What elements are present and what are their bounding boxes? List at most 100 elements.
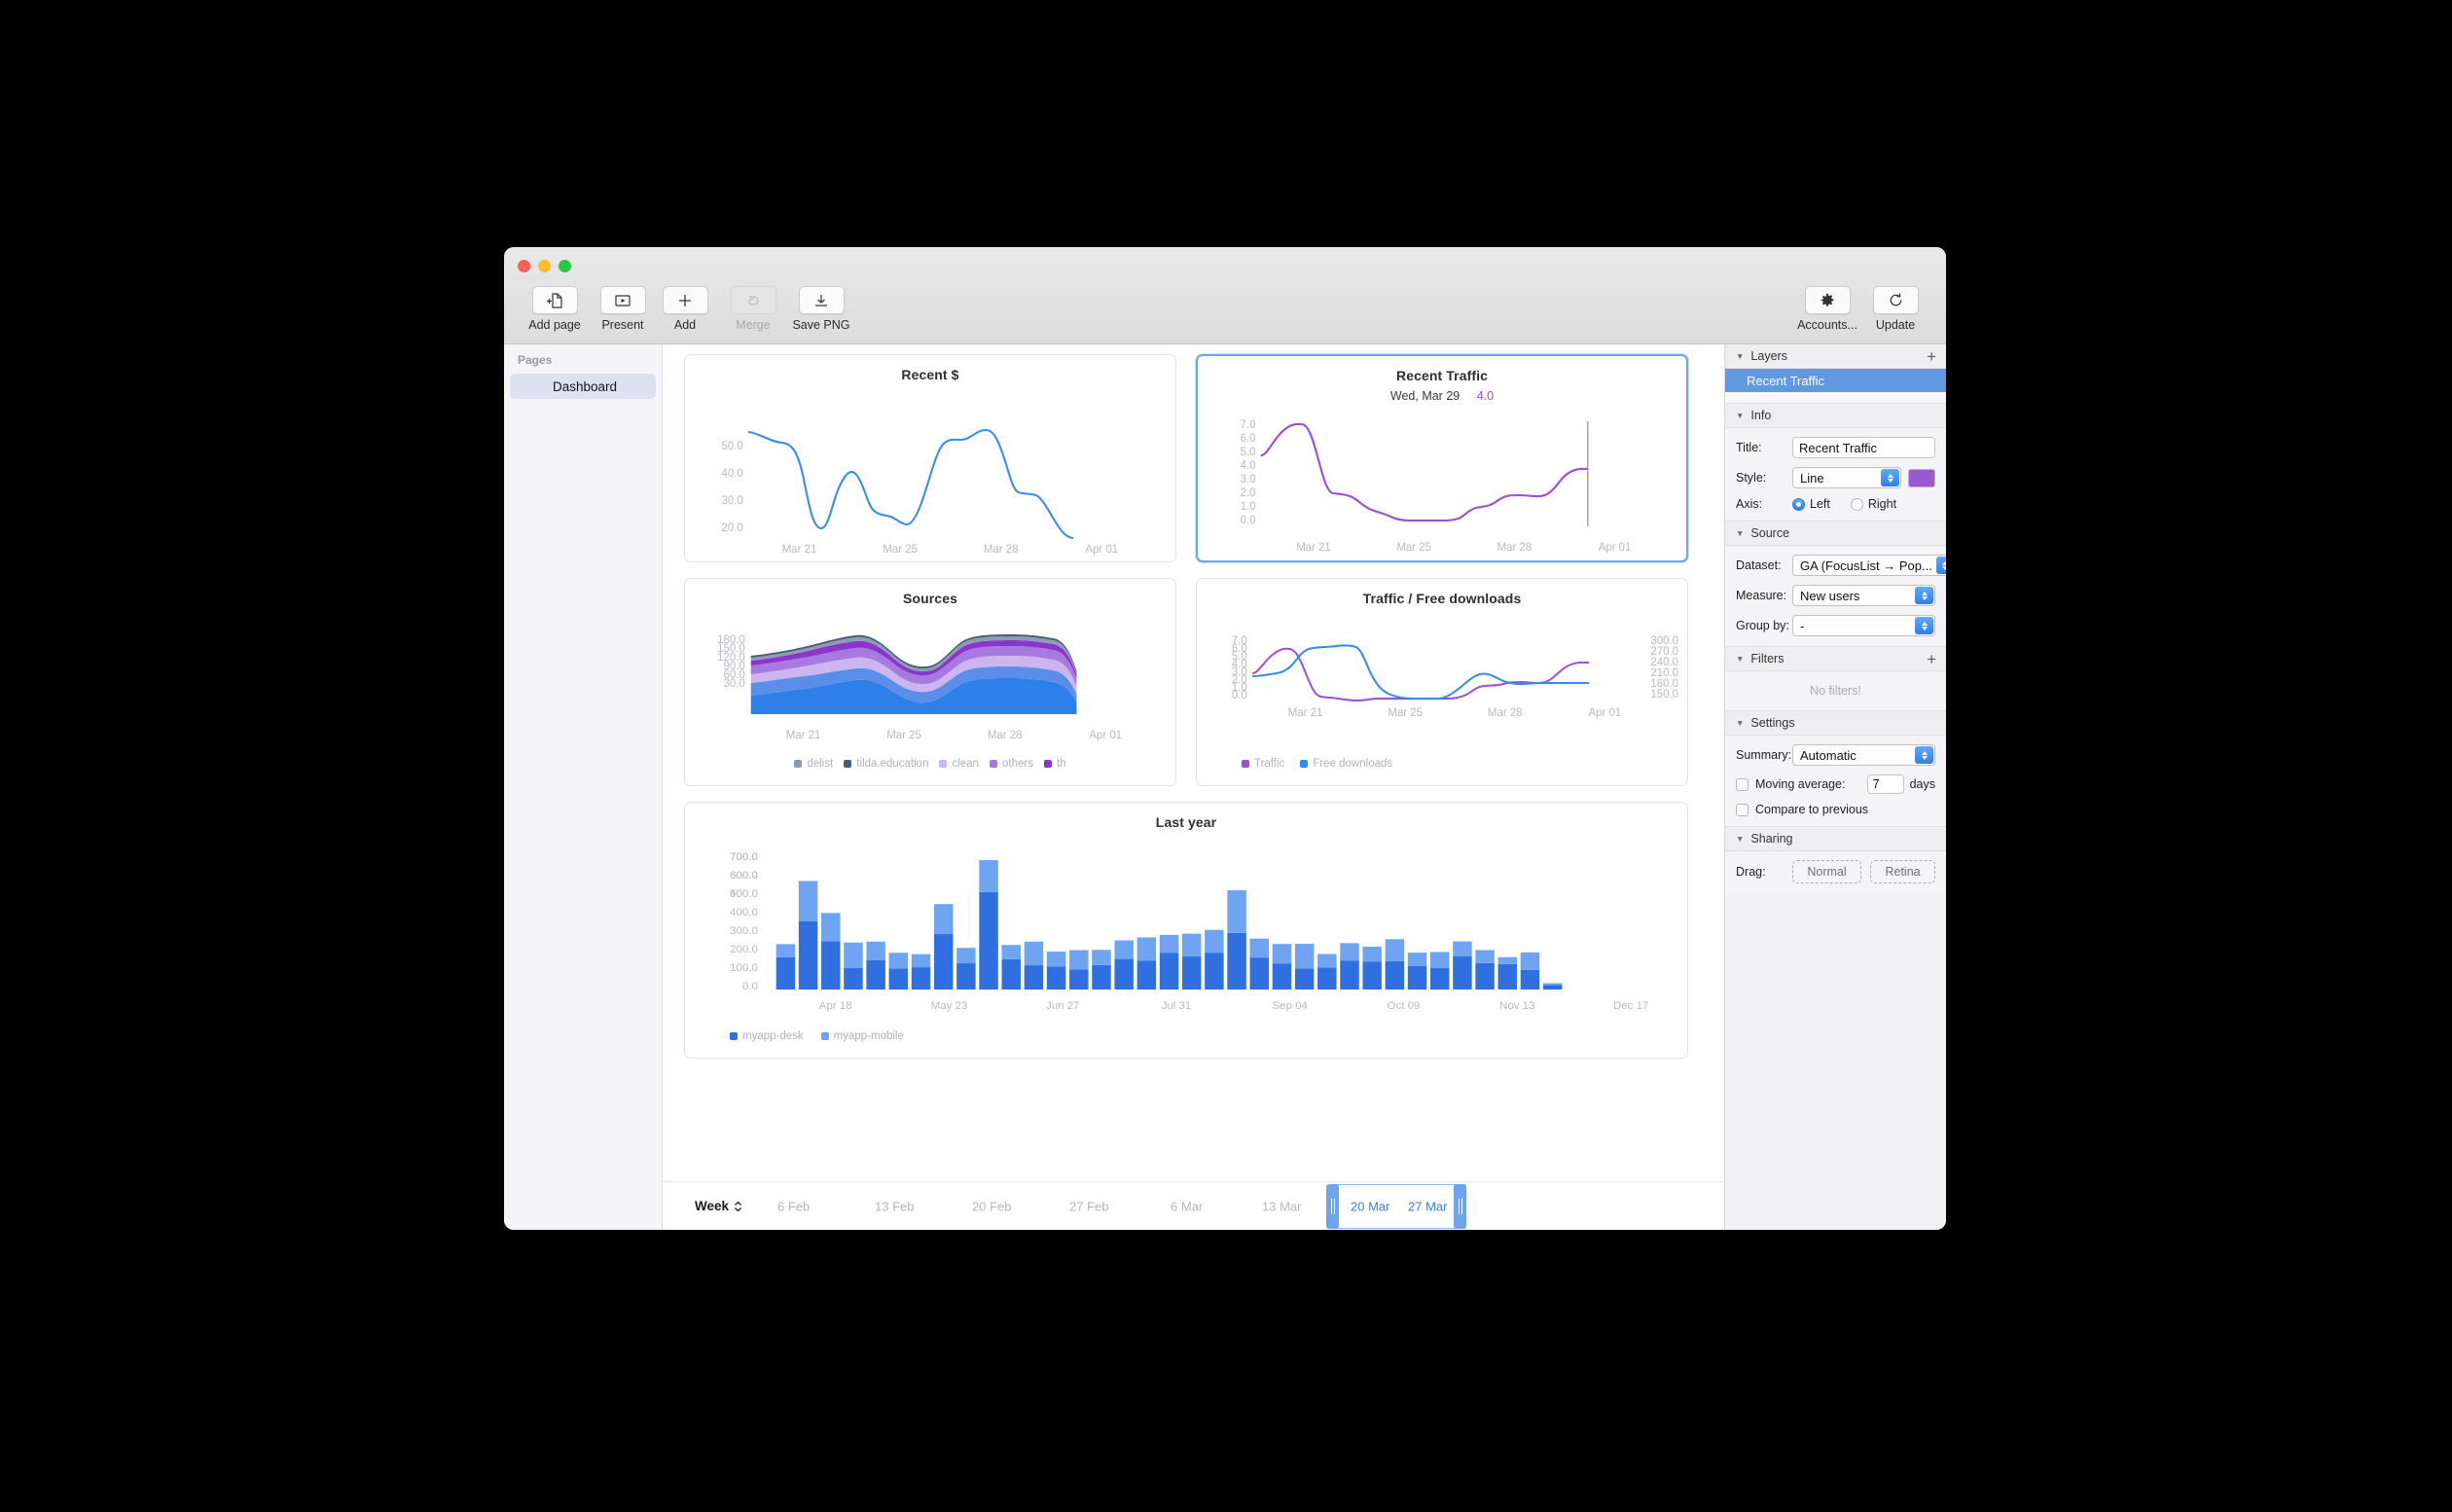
disclosure-triangle-icon[interactable]: ▼ <box>1736 351 1745 361</box>
section-body-info: Title: Recent Traffic Style: Line <box>1725 428 1946 522</box>
legend-item[interactable]: myapp-desk <box>730 1030 804 1042</box>
chart-legend-last-year: myapp-desk myapp-mobile <box>685 1030 1687 1042</box>
drag-normal-button[interactable]: Normal <box>1792 860 1862 883</box>
accounts-button[interactable]: Accounts... <box>1797 286 1857 332</box>
timeline-label[interactable]: 27 Feb <box>1069 1199 1109 1213</box>
measure-select[interactable]: New users <box>1792 585 1935 606</box>
title-input[interactable]: Recent Traffic <box>1792 437 1935 458</box>
legend-item[interactable]: th <box>1043 758 1066 770</box>
svg-text:400.0: 400.0 <box>730 888 758 900</box>
svg-text:40.0: 40.0 <box>721 468 742 480</box>
layer-item-recent-traffic[interactable]: Recent Traffic <box>1725 369 1946 392</box>
save-png-button[interactable]: Save PNG <box>792 286 850 332</box>
sidebar-item-dashboard[interactable]: Dashboard <box>510 374 656 399</box>
chart-card-recent-dollar[interactable]: Recent $ 50.0 40.0 30.0 20.0 Mar 21 <box>684 354 1176 562</box>
axis-radio-right[interactable]: Right <box>1850 497 1896 511</box>
add-layer-button[interactable]: + <box>1927 346 1936 366</box>
chart-title: Recent Traffic <box>1396 368 1488 383</box>
chevron-updown-icon <box>734 1200 742 1213</box>
bar-segment <box>798 920 818 990</box>
axis-radio-left[interactable]: Left <box>1792 497 1830 511</box>
add-filter-button[interactable]: + <box>1927 649 1936 668</box>
dataset-field-label: Dataset: <box>1736 558 1782 572</box>
dataset-select[interactable]: GA (FocusList → Pop... <box>1792 555 1946 576</box>
svg-text:0.0: 0.0 <box>742 981 758 992</box>
section-header-sharing[interactable]: ▼ Sharing <box>1725 827 1946 851</box>
legend-item[interactable]: delist <box>794 758 833 770</box>
section-header-filters[interactable]: ▼ Filters + <box>1725 647 1946 671</box>
svg-text:150.0: 150.0 <box>1650 689 1678 701</box>
field-row-axis: Axis: Left Right <box>1736 497 1935 511</box>
svg-text:5.0: 5.0 <box>1241 447 1256 458</box>
compare-previous-checkbox[interactable] <box>1736 803 1749 816</box>
moving-average-checkbox[interactable] <box>1736 777 1749 791</box>
section-header-layers[interactable]: ▼ Layers + <box>1725 344 1946 369</box>
series-color-swatch[interactable] <box>1908 468 1935 487</box>
disclosure-triangle-icon[interactable]: ▼ <box>1736 654 1745 664</box>
measure-field-label: Measure: <box>1736 589 1787 602</box>
timeline-label[interactable]: 13 Feb <box>875 1199 915 1213</box>
disclosure-triangle-icon[interactable]: ▼ <box>1736 411 1745 420</box>
legend-item[interactable]: others <box>989 758 1033 770</box>
timeline-label[interactable]: 6 Feb <box>777 1199 811 1213</box>
bar-segment <box>1227 890 1246 933</box>
bar-segment <box>1317 967 1337 990</box>
bar-segment <box>1475 950 1495 963</box>
timeline-label[interactable]: 13 Mar <box>1262 1199 1302 1213</box>
groupby-select[interactable]: - <box>1792 615 1935 636</box>
radio-icon <box>1850 497 1863 511</box>
disclosure-triangle-icon[interactable]: ▼ <box>1736 528 1745 538</box>
legend-item[interactable]: tilda.education <box>844 758 928 770</box>
add-button[interactable]: Add <box>656 286 714 332</box>
moving-average-days-input[interactable]: 7 <box>1866 774 1904 794</box>
update-button[interactable]: Update <box>1866 286 1925 332</box>
disclosure-triangle-icon[interactable]: ▼ <box>1736 834 1745 844</box>
legend-item[interactable]: Traffic <box>1242 758 1284 770</box>
legend-item[interactable]: clean <box>939 758 979 770</box>
chart-plot-recent-dollar: 50.0 40.0 30.0 20.0 Mar 21 Mar 25 Mar 28… <box>685 394 1175 559</box>
chart-card-sources[interactable]: Sources 180.0 150.0 120.0 90.0 60.0 30.0 <box>684 578 1176 786</box>
svg-text:3.0: 3.0 <box>1241 474 1256 486</box>
timeline-label[interactable]: 6 Mar <box>1171 1199 1204 1213</box>
timeline-label[interactable]: 27 Mar <box>1408 1199 1448 1213</box>
timeline-handle-start[interactable] <box>1326 1183 1340 1229</box>
disclosure-triangle-icon[interactable]: ▼ <box>1736 718 1745 728</box>
chart-card-traffic-free-downloads[interactable]: Traffic / Free downloads 7.0 6.0 5.0 4.0… <box>1196 578 1688 786</box>
bar-segment <box>1092 950 1111 965</box>
add-page-button[interactable]: Add page <box>525 286 584 332</box>
svg-text:May 23: May 23 <box>931 1000 968 1012</box>
chevron-updown-icon <box>1915 617 1933 634</box>
section-header-settings[interactable]: ▼ Settings <box>1725 711 1946 736</box>
svg-text:Dec 17: Dec 17 <box>1613 1000 1648 1012</box>
field-row-style: Style: Line <box>1736 467 1935 488</box>
section-header-info[interactable]: ▼ Info <box>1725 404 1946 428</box>
drag-retina-button[interactable]: Retina <box>1870 860 1935 883</box>
zoom-window-button[interactable] <box>559 260 571 272</box>
timeline-track[interactable]: 6 Feb 13 Feb 20 Feb 27 Feb 6 Mar 13 Mar … <box>750 1182 1724 1231</box>
timeline-handle-end[interactable] <box>1454 1183 1467 1229</box>
legend-item[interactable]: myapp-mobile <box>820 1030 904 1042</box>
summary-select[interactable]: Automatic <box>1792 744 1935 766</box>
minimize-window-button[interactable] <box>538 260 551 272</box>
bar-segment <box>1227 932 1246 990</box>
style-select[interactable]: Line <box>1792 467 1901 488</box>
present-button[interactable]: Present <box>594 286 652 332</box>
bar-segment <box>1249 938 1270 958</box>
svg-text:Mar 28: Mar 28 <box>1497 542 1532 554</box>
svg-text:600.0: 600.0 <box>730 870 758 882</box>
bar-segment <box>775 944 796 957</box>
legend-item[interactable]: Free downloads <box>1300 758 1392 770</box>
section-header-source[interactable]: ▼ Source <box>1725 522 1946 546</box>
timeline-unit-stepper[interactable]: Week <box>695 1199 742 1213</box>
svg-text:Mar 21: Mar 21 <box>1296 542 1330 554</box>
chart-card-last-year[interactable]: Last year 700.0 600.0 400.0 x x 700 <box>684 802 1688 1059</box>
timeline-label[interactable]: 20 Feb <box>972 1199 1012 1213</box>
chart-card-recent-traffic[interactable]: Recent Traffic Wed, Mar 29 4.0 7.0 6.0 5… <box>1196 354 1688 562</box>
chart-board: Recent $ 50.0 40.0 30.0 20.0 Mar 21 <box>684 354 1703 1171</box>
close-window-button[interactable] <box>518 260 530 272</box>
timeline-label[interactable]: 20 Mar <box>1351 1199 1390 1213</box>
filters-empty-state: No filters! <box>1725 671 1946 711</box>
layer-list-empty-space <box>1725 392 1946 404</box>
section-title: Sharing <box>1750 832 1793 846</box>
svg-text:300.0: 300.0 <box>730 925 758 937</box>
